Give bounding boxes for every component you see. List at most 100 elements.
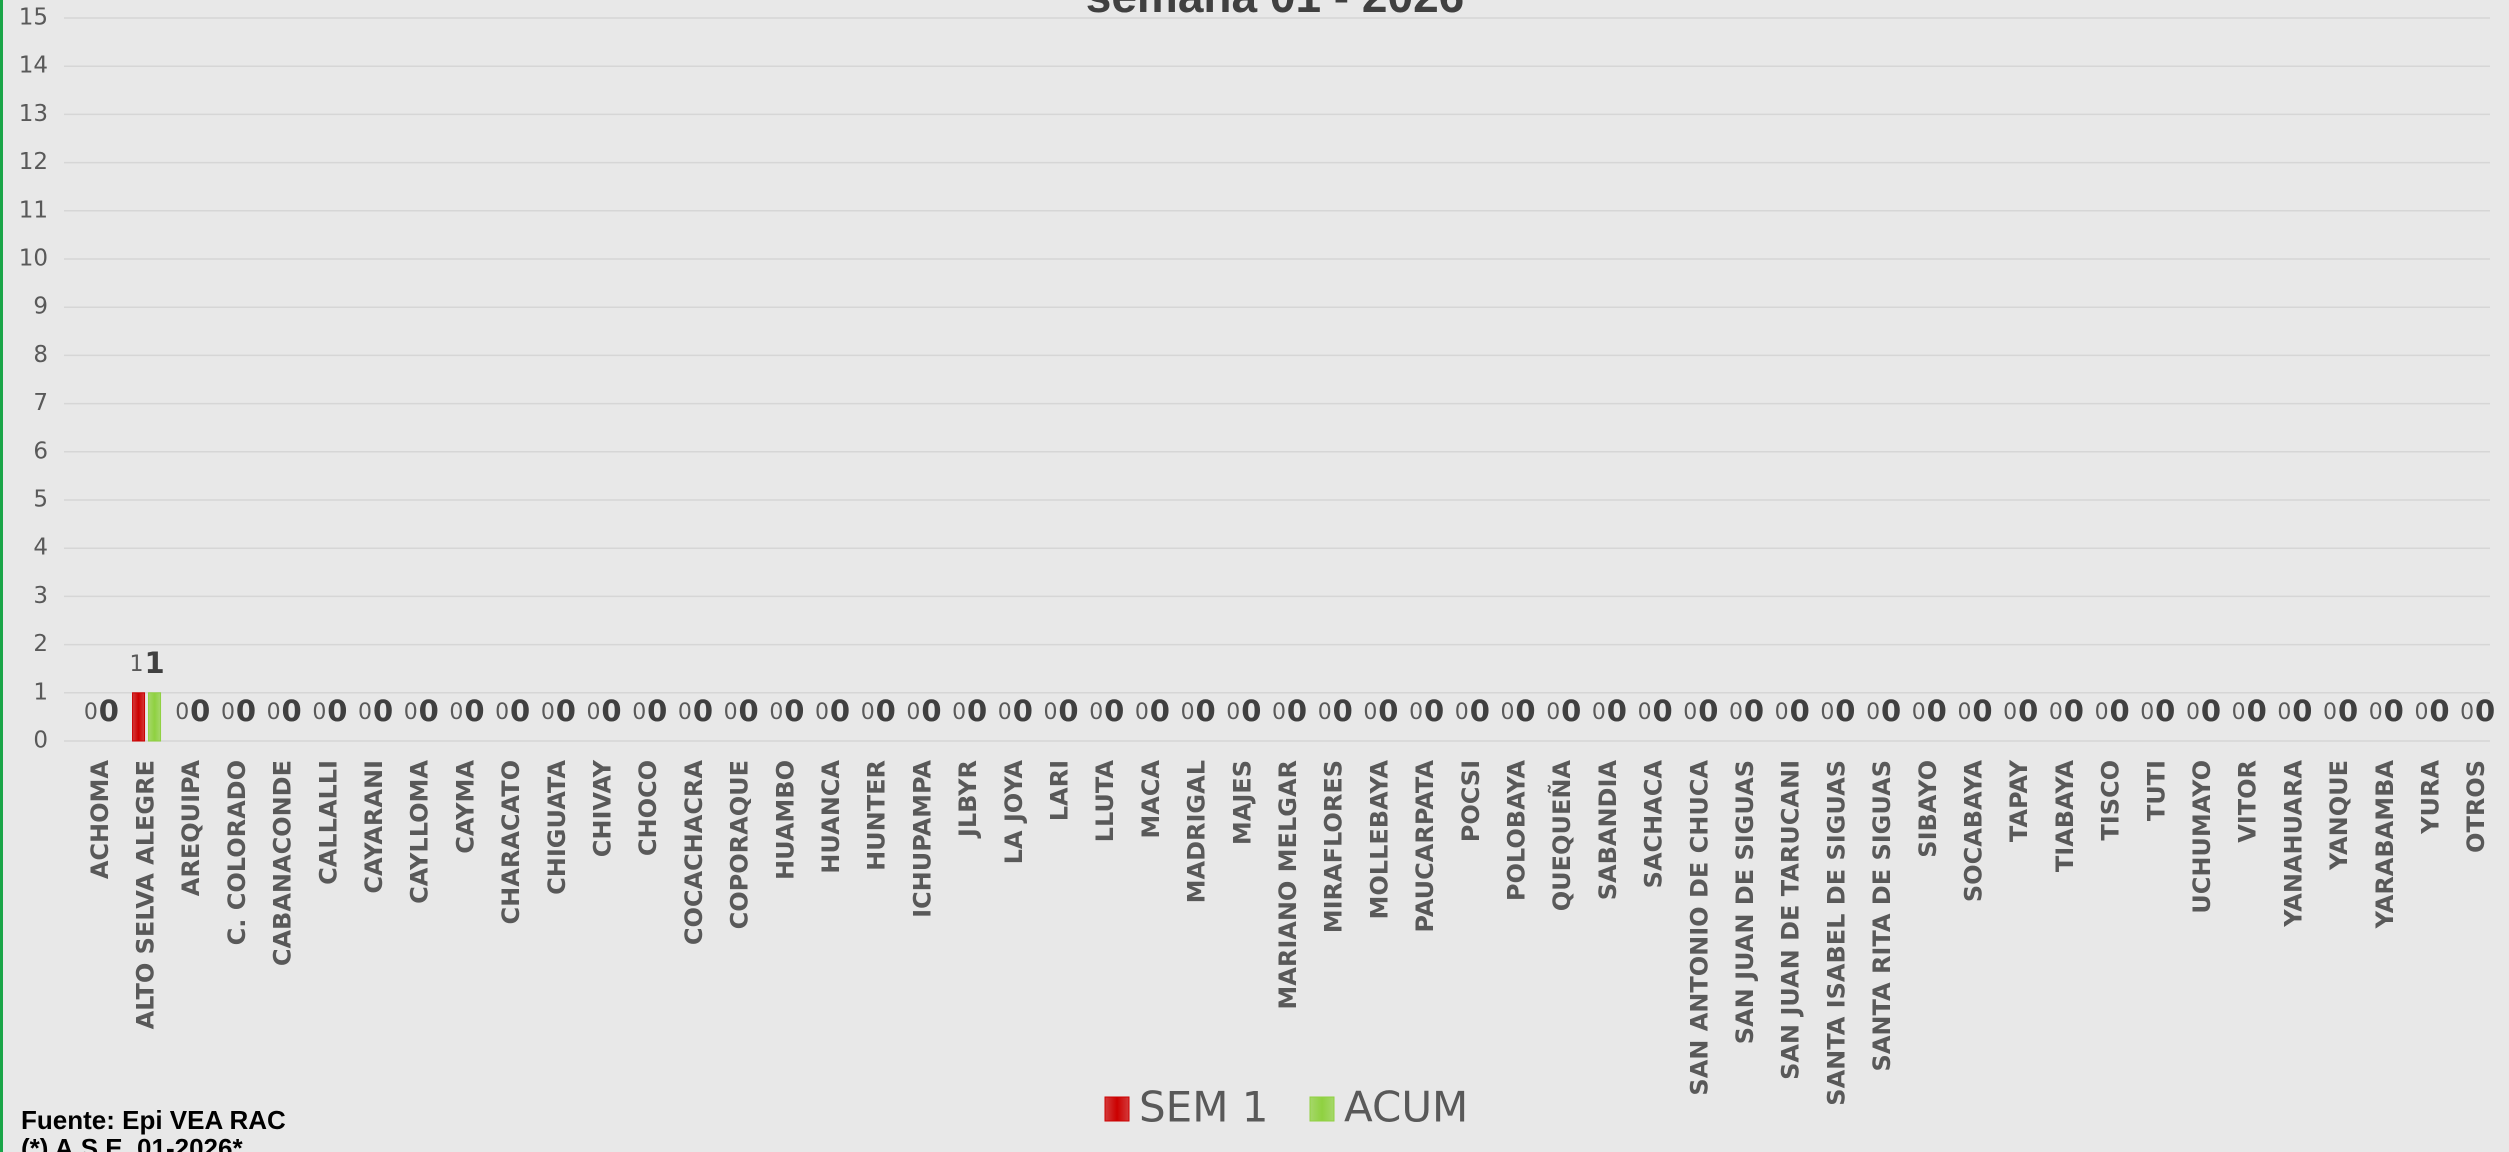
y-tick-label: 5: [33, 487, 48, 513]
footnote: (*) A.S.E. 01-2026*: [21, 1133, 243, 1152]
x-tick-label: SAN ANTONIO DE CHUCA: [1685, 760, 1713, 1096]
x-tick-label: SIBAYO: [1914, 760, 1942, 858]
x-tick-label: LARI: [1046, 760, 1074, 821]
x-tick-label: C. COLORADO: [223, 760, 251, 945]
y-tick-label: 4: [33, 535, 48, 561]
data-label: 0: [327, 694, 347, 728]
data-label: 0: [2064, 694, 2084, 728]
data-label: 0: [2323, 700, 2337, 725]
x-tick-label: SAN JUAN DE SIGUAS: [1731, 760, 1759, 1044]
x-tick-label: SABANDIA: [1594, 760, 1622, 901]
data-label: 0: [495, 700, 509, 725]
data-label: 0: [419, 694, 439, 728]
x-tick-label: HUAMBO: [771, 760, 799, 880]
x-tick-label: POCSI: [1457, 760, 1485, 842]
data-label: 0: [1592, 700, 1606, 725]
data-label: 0: [1744, 694, 1764, 728]
x-tick-label: YANQUE: [2325, 760, 2353, 871]
x-tick-label: MIRAFLORES: [1320, 760, 1348, 933]
x-tick-label: SOCABAYA: [1959, 760, 1987, 903]
y-tick-label: 3: [33, 583, 48, 609]
data-label: 0: [1515, 694, 1535, 728]
x-tick-label: HUANCA: [817, 760, 845, 874]
data-label: 0: [2414, 700, 2428, 725]
x-tick-label: TISCO: [2097, 760, 2125, 841]
x-tick-label: SACHACA: [1640, 760, 1668, 889]
data-label: 0: [1226, 700, 1240, 725]
data-label: 0: [1561, 694, 1581, 728]
data-label: 0: [2095, 700, 2109, 725]
data-label: 0: [1683, 700, 1697, 725]
data-label: 0: [678, 700, 692, 725]
data-label: 0: [1378, 694, 1398, 728]
data-label: 0: [2277, 700, 2291, 725]
data-label: 0: [1607, 694, 1627, 728]
x-tick-label: TIABAYA: [2051, 760, 2079, 873]
data-label: 0: [1318, 700, 1332, 725]
data-label: 0: [815, 700, 829, 725]
data-label: 0: [1424, 694, 1444, 728]
x-tick-label: TAPAY: [2005, 759, 2033, 842]
data-label: 0: [861, 700, 875, 725]
data-label: 0: [1912, 700, 1926, 725]
data-label: 0: [2338, 694, 2358, 728]
y-tick-label: 2: [33, 631, 48, 657]
data-label: 0: [236, 694, 256, 728]
data-label: 0: [373, 694, 393, 728]
data-label: 0: [1638, 700, 1652, 725]
data-label: 0: [99, 694, 119, 728]
x-tick-label: CAYARANI: [360, 760, 388, 894]
y-tick-label: 7: [33, 390, 48, 416]
y-tick-label: 0: [33, 728, 48, 754]
data-label: 0: [1181, 700, 1195, 725]
data-label: 0: [2201, 694, 2221, 728]
x-tick-label: ICHUPAMPA: [908, 760, 936, 918]
data-label: 0: [784, 694, 804, 728]
x-tick-label: CALLALLI: [314, 760, 342, 885]
x-tick-label: ALTO SELVA ALEGRE: [132, 760, 160, 1029]
data-label: 0: [1150, 694, 1170, 728]
x-tick-label: CAYLLOMA: [406, 760, 434, 904]
x-tick-label: VITOR: [2234, 760, 2262, 843]
data-label: 0: [1957, 700, 1971, 725]
data-label: 0: [1729, 700, 1743, 725]
x-tick-label: CHIVAY: [589, 759, 617, 857]
data-label: 0: [2018, 694, 2038, 728]
data-label: 0: [175, 700, 189, 725]
data-label: 0: [632, 700, 646, 725]
x-tick-label: PAUCARPATA: [1411, 760, 1439, 933]
y-tick-label: 6: [33, 438, 48, 464]
data-label: 0: [2155, 694, 2175, 728]
left-border: [0, 0, 3, 1152]
x-tick-label: HUNTER: [863, 760, 891, 871]
x-tick-label: JLBYR: [954, 760, 982, 839]
data-label: 0: [1363, 700, 1377, 725]
y-tick-label: 14: [19, 53, 48, 79]
data-label: 0: [221, 700, 235, 725]
data-label: 0: [2049, 700, 2063, 725]
legend-swatch: [1104, 1096, 1130, 1122]
data-label: 0: [601, 694, 621, 728]
y-tick-label: 11: [19, 197, 48, 223]
data-label: 1: [130, 652, 144, 677]
data-label: 0: [1409, 700, 1423, 725]
data-label: 0: [1470, 694, 1490, 728]
x-tick-label: YANAHUARA: [2279, 760, 2307, 928]
x-tick-label: YARABAMBA: [2371, 760, 2399, 930]
x-tick-label: MAJES: [1228, 760, 1256, 845]
y-tick-label: 9: [33, 294, 48, 320]
legend-label: SEM 1: [1139, 1083, 1269, 1132]
data-label: 0: [1044, 700, 1058, 725]
data-label: 0: [1272, 700, 1286, 725]
x-tick-label: ACHOMA: [86, 760, 114, 880]
data-label: 0: [967, 694, 987, 728]
data-label: 0: [876, 694, 896, 728]
x-tick-label: YURA: [2416, 760, 2444, 835]
data-label: 0: [998, 700, 1012, 725]
y-tick-label: 10: [19, 246, 48, 272]
x-tick-label: TUTI: [2142, 760, 2170, 821]
data-label: 0: [1287, 694, 1307, 728]
x-tick-label: SANTA RITA DE SIGUAS: [1868, 760, 1896, 1071]
y-tick-label: 8: [33, 342, 48, 368]
source-note: Fuente: Epi VEA RAC: [21, 1105, 286, 1135]
